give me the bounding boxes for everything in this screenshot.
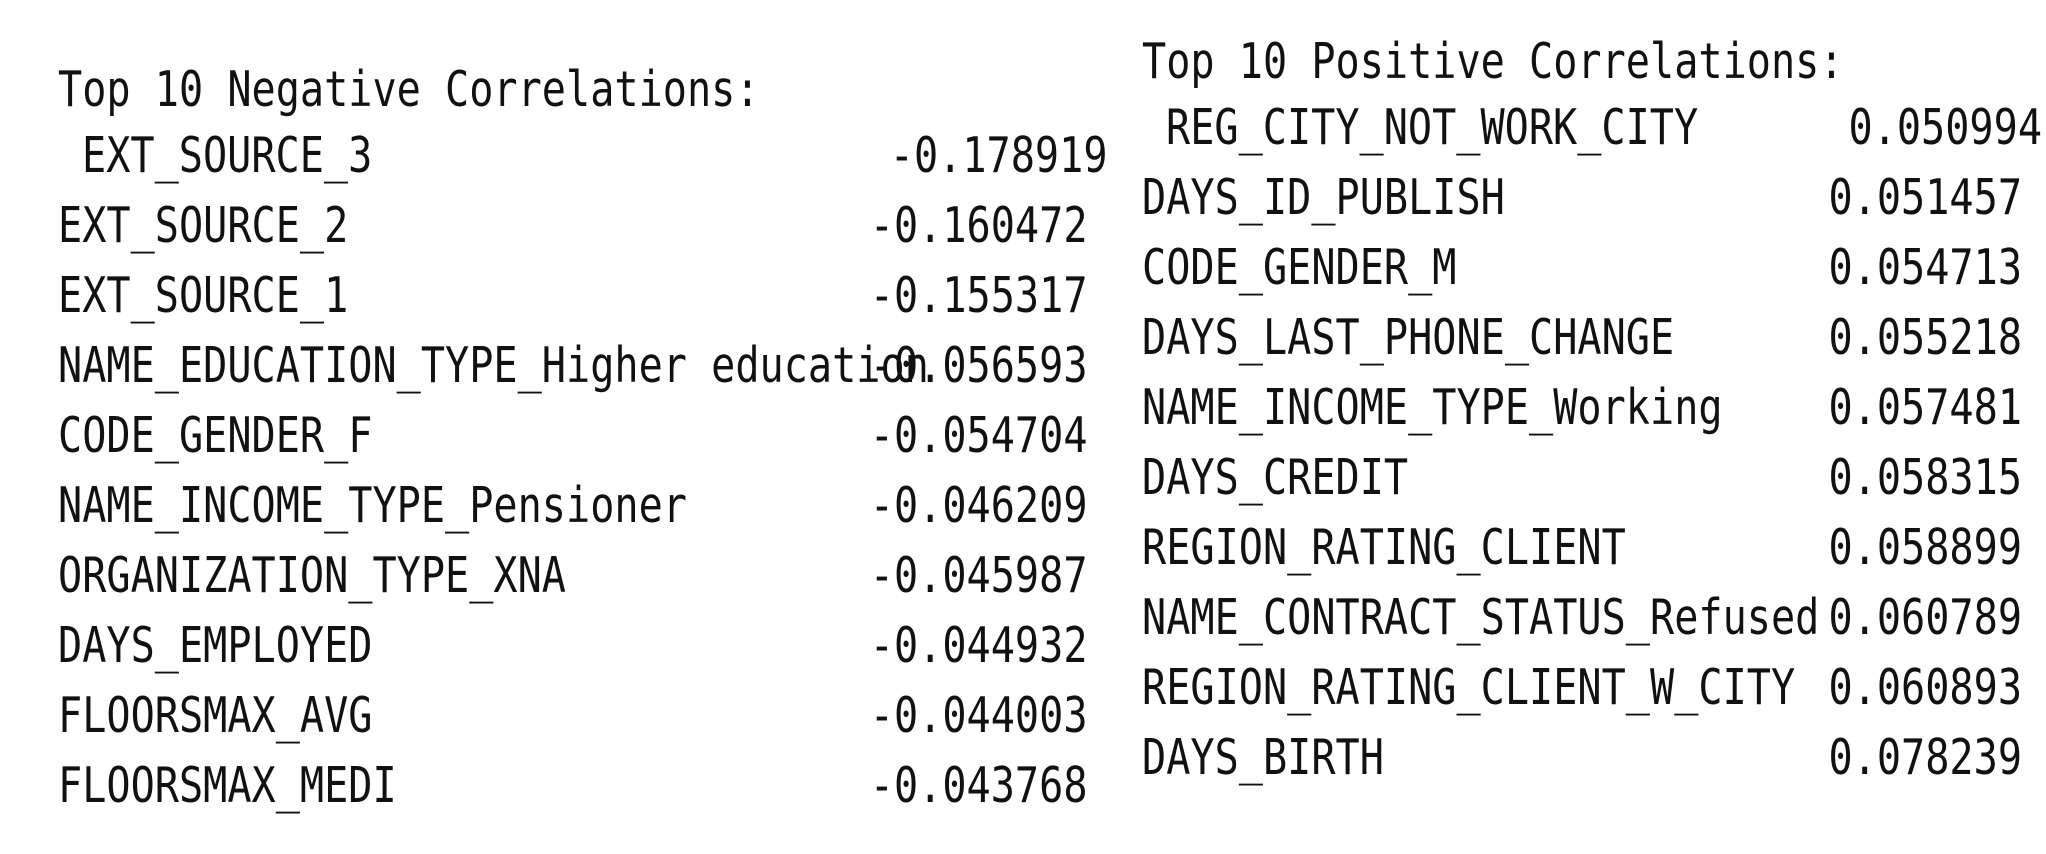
negative-row-value: -0.056593 (870, 337, 1088, 394)
positive-row: DAYS_CREDIT 0.058315 (1142, 448, 2022, 518)
negative-row: FLOORSMAX_MEDI -0.043768 (58, 756, 1088, 826)
positive-row-label: DAYS_CREDIT (1142, 449, 1409, 506)
positive-row-value: 0.057481 (1828, 379, 2022, 436)
positive-row-value: 0.060893 (1828, 659, 2022, 716)
negative-row-value: -0.043768 (870, 757, 1088, 814)
positive-row-label: REG_CITY_NOT_WORK_CITY (1166, 99, 1699, 156)
positive-row-value: 0.055218 (1828, 309, 2022, 366)
negative-correlations-title: Top 10 Negative Correlations: (58, 61, 760, 118)
negative-row-label: FLOORSMAX_MEDI (58, 757, 397, 814)
negative-row: CODE_GENDER_F -0.054704 (58, 406, 1088, 476)
positive-row-value: 0.054713 (1828, 239, 2022, 296)
positive-row-label: CODE_GENDER_M (1142, 239, 1457, 296)
positive-row-value: 0.058899 (1828, 519, 2022, 576)
positive-row-label: DAYS_LAST_PHONE_CHANGE (1142, 309, 1675, 366)
negative-row: DAYS_EMPLOYED -0.044932 (58, 616, 1088, 686)
negative-row: EXT_SOURCE_3 -0.178919 (58, 126, 1108, 196)
negative-row-label: NAME_INCOME_TYPE_Pensioner (58, 477, 687, 534)
positive-row-label: REGION_RATING_CLIENT_W_CITY (1142, 659, 1796, 716)
positive-row: NAME_CONTRACT_STATUS_Refused 0.060789 (1142, 588, 2022, 658)
negative-row-label: CODE_GENDER_F (58, 407, 373, 464)
negative-row-label: NAME_EDUCATION_TYPE_Higher education (58, 337, 929, 394)
negative-row: EXT_SOURCE_2 -0.160472 (58, 196, 1088, 266)
positive-row-label: DAYS_BIRTH (1142, 729, 1384, 786)
negative-row-value: -0.044003 (870, 687, 1088, 744)
positive-row-label: REGION_RATING_CLIENT (1142, 519, 1626, 576)
positive-row: NAME_INCOME_TYPE_Working 0.057481 (1142, 378, 2022, 448)
positive-row-label: DAYS_ID_PUBLISH (1142, 169, 1505, 226)
negative-row-value: -0.054704 (870, 407, 1088, 464)
negative-row-label: EXT_SOURCE_3 (82, 127, 373, 184)
positive-row-value: 0.078239 (1828, 729, 2022, 786)
positive-row-value: 0.050994 (1848, 99, 2042, 156)
positive-row-label: NAME_INCOME_TYPE_Working (1142, 379, 1723, 436)
positive-row: REGION_RATING_CLIENT 0.058899 (1142, 518, 2022, 588)
positive-row-label: NAME_CONTRACT_STATUS_Refused (1142, 589, 1820, 646)
negative-row-label: EXT_SOURCE_2 (58, 197, 349, 254)
positive-row: CODE_GENDER_M 0.054713 (1142, 238, 2022, 308)
negative-row: EXT_SOURCE_1 -0.155317 (58, 266, 1088, 336)
negative-row: ORGANIZATION_TYPE_XNA -0.045987 (58, 546, 1088, 616)
positive-correlations-panel: Top 10 Positive Correlations: REG_CITY_N… (1142, 0, 2042, 854)
negative-row-value: -0.044932 (870, 617, 1088, 674)
positive-correlations-title: Top 10 Positive Correlations: (1142, 33, 1844, 90)
positive-row-value: 0.058315 (1828, 449, 2022, 506)
positive-row: DAYS_ID_PUBLISH 0.051457 (1142, 168, 2022, 238)
negative-correlations-panel: Top 10 Negative Correlations: EXT_SOURCE… (58, 0, 1108, 854)
negative-row-label: ORGANIZATION_TYPE_XNA (58, 547, 567, 604)
negative-row-value: -0.160472 (870, 197, 1088, 254)
negative-row: NAME_EDUCATION_TYPE_Higher education -0.… (58, 336, 1088, 406)
positive-row-value: 0.060789 (1828, 589, 2022, 646)
negative-row-label: FLOORSMAX_AVG (58, 687, 373, 744)
negative-row-value: -0.178919 (890, 127, 1108, 184)
positive-row: REGION_RATING_CLIENT_W_CITY 0.060893 (1142, 658, 2022, 728)
negative-row-label: DAYS_EMPLOYED (58, 617, 373, 674)
positive-row: DAYS_LAST_PHONE_CHANGE 0.055218 (1142, 308, 2022, 378)
negative-row-value: -0.046209 (870, 477, 1088, 534)
negative-row-value: -0.045987 (870, 547, 1088, 604)
positive-row: REG_CITY_NOT_WORK_CITY 0.050994 (1142, 98, 2042, 168)
positive-row: DAYS_BIRTH 0.078239 (1142, 728, 2022, 798)
positive-row-value: 0.051457 (1828, 169, 2022, 226)
negative-row: FLOORSMAX_AVG -0.044003 (58, 686, 1088, 756)
negative-row-value: -0.155317 (870, 267, 1088, 324)
negative-row-label: EXT_SOURCE_1 (58, 267, 349, 324)
negative-row: NAME_INCOME_TYPE_Pensioner -0.046209 (58, 476, 1088, 546)
